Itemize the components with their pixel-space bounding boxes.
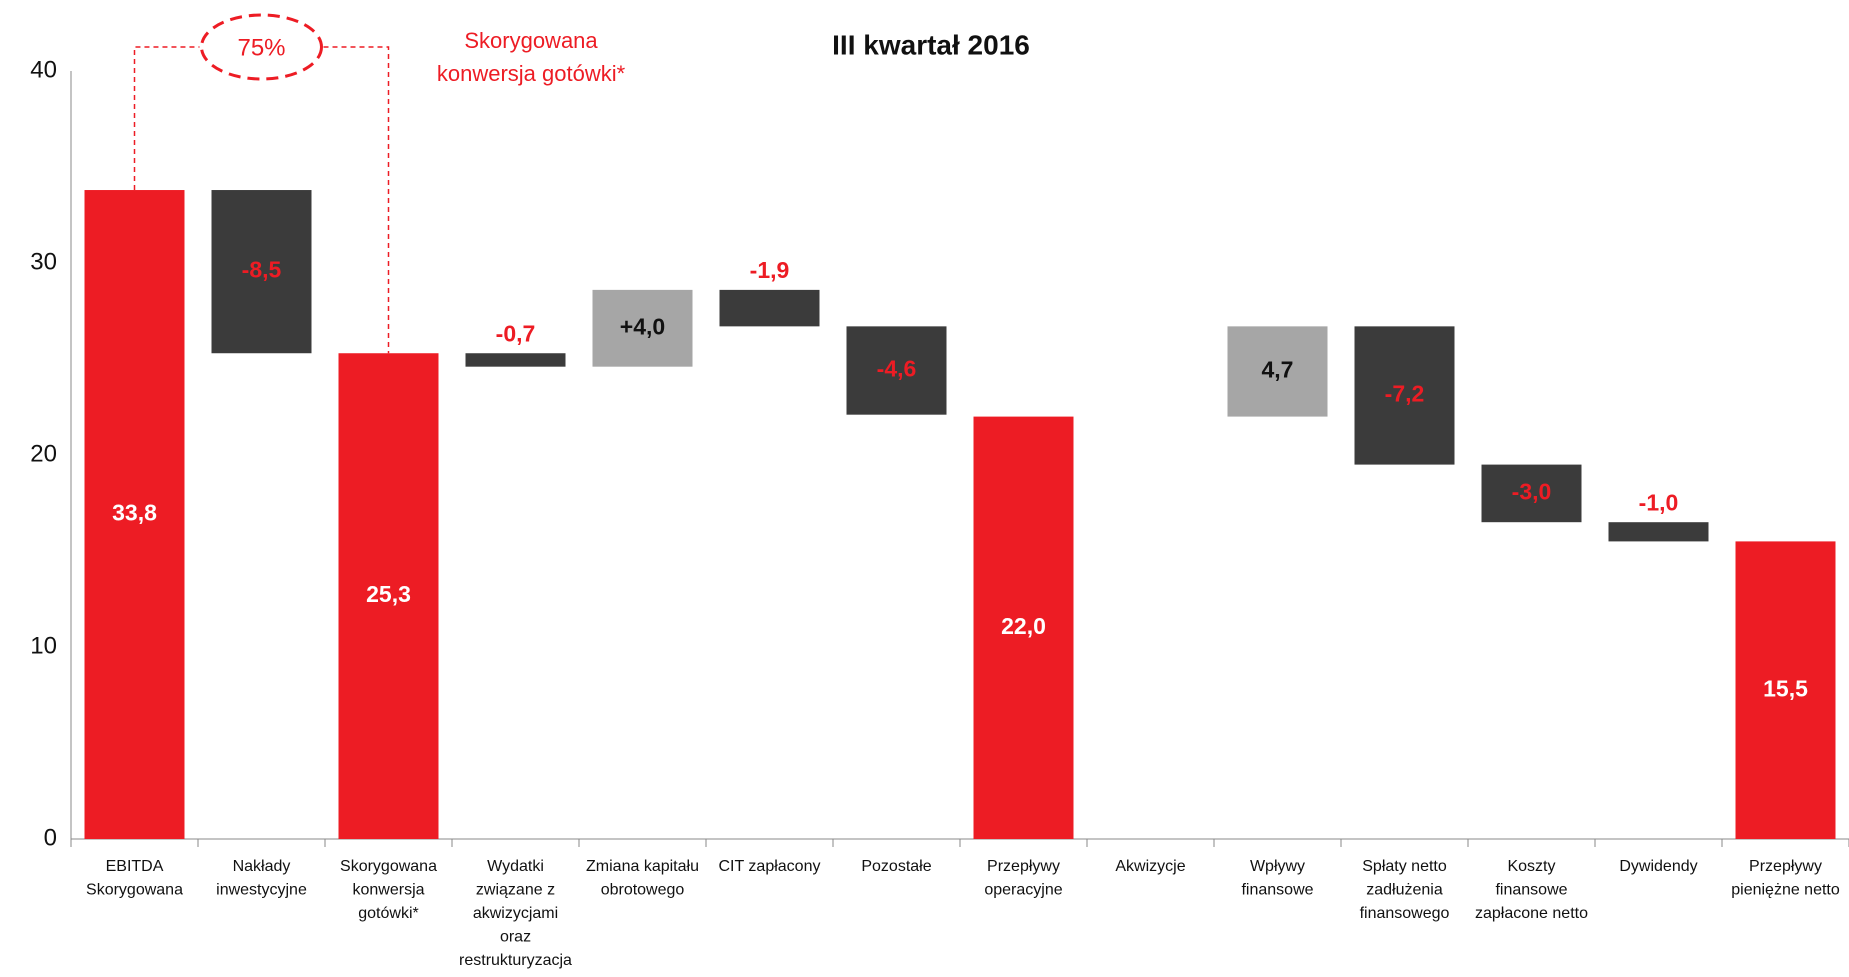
x-tick-label: pieniężne netto <box>1731 882 1840 899</box>
x-tick-label: operacyjne <box>984 882 1062 899</box>
x-tick-label: zadłużenia <box>1366 882 1443 899</box>
x-tick-label: Przepływy <box>1749 858 1822 875</box>
x-tick-label: akwizycjami <box>473 905 558 922</box>
y-tick-label: 30 <box>30 248 57 275</box>
bar <box>1227 326 1328 417</box>
bar <box>973 416 1074 839</box>
value-label: 22,0 <box>1001 613 1046 639</box>
x-tick-label: zapłacone netto <box>1475 905 1588 922</box>
value-label: +4,0 <box>620 313 665 339</box>
value-label: -0,7 <box>496 320 536 346</box>
y-tick-label: 0 <box>44 824 57 851</box>
y-tick-label: 40 <box>30 56 57 83</box>
x-tick-label: Nakłady <box>233 858 291 875</box>
x-tick-label: restrukturyzacja <box>459 952 572 969</box>
x-tick-label: Skorygowana <box>340 858 437 875</box>
x-tick-label: Akwizycje <box>1115 858 1185 875</box>
value-label: -7,2 <box>1385 381 1425 407</box>
x-tick-label: Zmiana kapitału <box>586 858 699 875</box>
x-tick-label: związane z <box>476 882 555 899</box>
connector <box>323 46 390 354</box>
bar <box>1608 522 1709 542</box>
value-label: 25,3 <box>366 581 411 607</box>
bar <box>846 326 947 415</box>
y-tick-label: 20 <box>30 440 57 467</box>
x-tick-label: Dywidendy <box>1619 858 1697 875</box>
value-label: -8,5 <box>242 257 282 283</box>
bar <box>1735 541 1836 839</box>
x-tick-label: CIT zapłacony <box>719 858 821 875</box>
x-tick-label: Koszty <box>1507 858 1555 875</box>
chart-title: III kwartał 2016 <box>832 29 1030 60</box>
value-label: 33,8 <box>112 500 157 526</box>
ratio-ellipse <box>200 13 323 81</box>
value-label: -1,0 <box>1639 489 1679 515</box>
x-tick-label: EBITDA <box>106 858 164 875</box>
value-label: -1,9 <box>750 257 790 283</box>
bar <box>338 353 439 839</box>
bar <box>84 190 185 840</box>
bar <box>592 289 693 367</box>
bar <box>211 190 312 354</box>
bar <box>719 289 820 327</box>
y-tick-label: 10 <box>30 632 57 659</box>
x-tick-label: konwersja <box>352 882 424 899</box>
x-tick-label: finansowe <box>1495 882 1567 899</box>
x-tick-label: oraz <box>500 929 531 946</box>
x-tick-label: obrotowego <box>601 882 685 899</box>
bar <box>1481 464 1582 523</box>
x-tick-label: finansowego <box>1360 905 1450 922</box>
connector <box>133 46 200 191</box>
x-tick-label: Skorygowana <box>86 882 183 899</box>
annotation: Skorygowana <box>464 28 598 53</box>
x-tick-label: inwestycyjne <box>216 882 307 899</box>
x-tick-label: Przepływy <box>987 858 1060 875</box>
x-tick-label: gotówki* <box>358 905 418 922</box>
x-tick-label: Wydatki <box>487 858 544 875</box>
ratio-label: 75% <box>237 34 285 61</box>
value-label: 15,5 <box>1763 675 1808 701</box>
value-label: -4,6 <box>877 356 917 382</box>
value-label: -3,0 <box>1512 478 1552 504</box>
x-tick-label: Wpływy <box>1250 858 1305 875</box>
x-tick-label: finansowe <box>1241 882 1313 899</box>
bar <box>465 353 566 367</box>
bar <box>1354 326 1455 465</box>
x-tick-label: Spłaty netto <box>1362 858 1447 875</box>
x-tick-label: Pozostałe <box>861 858 931 875</box>
value-label: 4,7 <box>1262 357 1294 383</box>
annotation: konwersja gotówki* <box>437 61 626 86</box>
